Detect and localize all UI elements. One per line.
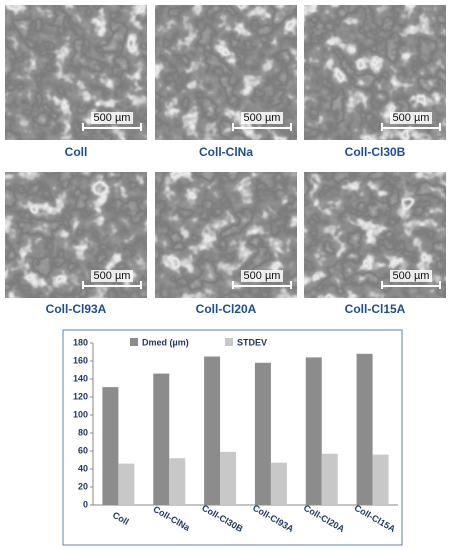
- scale-label-bg: [241, 112, 283, 124]
- bar: [270, 462, 287, 505]
- y-tick-label: 180: [73, 337, 88, 347]
- y-tick-label: 0: [83, 499, 88, 509]
- y-tick-label: 80: [78, 427, 88, 437]
- scale-label-bg: [390, 270, 432, 282]
- panel-label: Coll-Cl93A: [46, 302, 107, 316]
- panel-label: Coll-Cl15A: [345, 302, 406, 316]
- y-tick-label: 60: [78, 445, 88, 455]
- panel-label: Coll-Cl30B: [345, 145, 406, 159]
- bar: [305, 357, 322, 505]
- bar: [254, 362, 271, 505]
- y-tick-label: 120: [73, 391, 88, 401]
- scale-label-bg: [241, 270, 283, 282]
- scale-label-bg: [91, 112, 133, 124]
- scale-label: 500 µm: [94, 112, 131, 124]
- y-tick-label: 160: [73, 355, 88, 365]
- legend-label: Dmed (µm): [142, 337, 189, 347]
- legend-swatch: [225, 338, 233, 346]
- bar: [356, 353, 373, 505]
- y-tick-label: 20: [78, 481, 88, 491]
- scale-label: 500 µm: [94, 270, 131, 282]
- bar: [102, 387, 119, 505]
- legend-label: STDEV: [237, 337, 267, 347]
- panel-label: Coll-ClNa: [199, 145, 253, 159]
- bar: [204, 356, 221, 505]
- bar: [118, 463, 135, 505]
- bar: [321, 453, 338, 505]
- scale-label-bg: [390, 112, 432, 124]
- scale-label: 500 µm: [393, 270, 430, 282]
- y-tick-label: 100: [73, 409, 88, 419]
- scale-label-bg: [91, 270, 133, 282]
- panel-label: Coll-Cl20A: [196, 302, 257, 316]
- chart-frame: [62, 329, 403, 546]
- panel-label: Coll: [65, 145, 88, 159]
- scale-label: 500 µm: [393, 112, 430, 124]
- legend-swatch: [130, 338, 138, 346]
- bar: [153, 373, 170, 505]
- bar: [220, 451, 237, 505]
- bar: [372, 454, 389, 505]
- y-tick-label: 40: [78, 463, 88, 473]
- scale-label: 500 µm: [244, 270, 281, 282]
- y-tick-label: 140: [73, 373, 88, 383]
- scale-label: 500 µm: [244, 112, 281, 124]
- bar: [169, 458, 186, 505]
